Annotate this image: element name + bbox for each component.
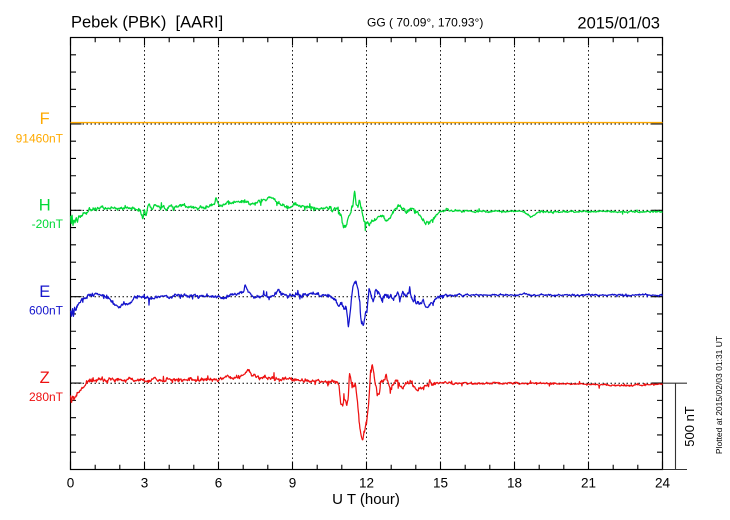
svg-text:600nT: 600nT xyxy=(29,303,64,317)
svg-text:F: F xyxy=(40,110,50,128)
svg-text:24: 24 xyxy=(655,476,671,491)
svg-text:18: 18 xyxy=(507,476,522,491)
svg-text:15: 15 xyxy=(433,476,448,491)
svg-text:H: H xyxy=(39,196,51,214)
svg-text:U T (hour): U T (hour) xyxy=(332,491,400,508)
svg-text:91460nT: 91460nT xyxy=(16,132,64,146)
svg-text:-20nT: -20nT xyxy=(32,217,64,231)
svg-text:21: 21 xyxy=(581,476,596,491)
svg-text:0: 0 xyxy=(67,476,75,491)
svg-text:2015/01/03: 2015/01/03 xyxy=(577,15,660,33)
svg-text:Pebek (PBK) [AARI]: Pebek (PBK) [AARI] xyxy=(71,14,223,32)
svg-text:E: E xyxy=(39,283,50,301)
svg-text:280nT: 280nT xyxy=(29,390,64,404)
svg-text:Z: Z xyxy=(40,369,50,387)
svg-text:9: 9 xyxy=(289,476,297,491)
svg-text:500 nT: 500 nT xyxy=(682,406,697,447)
svg-text:6: 6 xyxy=(215,476,223,491)
svg-text:12: 12 xyxy=(359,476,374,491)
svg-text:3: 3 xyxy=(141,476,149,491)
svg-text:Plotted at 2015/02/03 01:31 UT: Plotted at 2015/02/03 01:31 UT xyxy=(714,336,724,454)
svg-text:GG ( 70.09°, 170.93°): GG ( 70.09°, 170.93°) xyxy=(367,16,483,30)
